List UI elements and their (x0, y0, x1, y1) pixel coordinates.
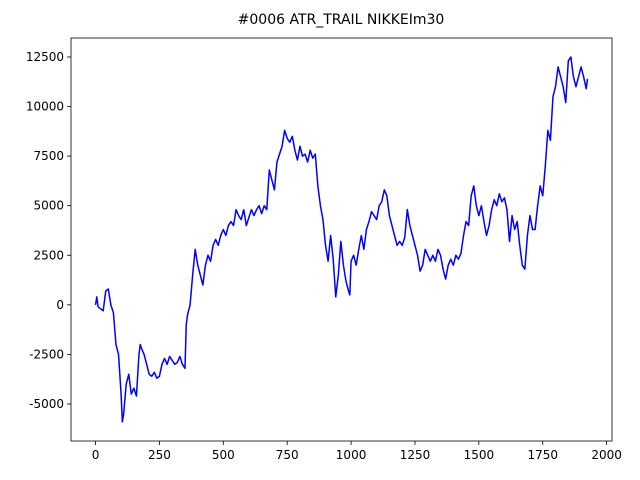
x-tick-label: 500 (212, 448, 235, 462)
plot-frame (70, 37, 613, 442)
x-tick-label: 250 (148, 448, 171, 462)
y-tick-label: 12500 (26, 50, 64, 64)
x-tick-label: 1250 (400, 448, 431, 462)
x-tick-label: 0 (92, 448, 100, 462)
chart-title: #0006 ATR_TRAIL NIKKEIm30 (238, 12, 445, 28)
y-tick-label: 5000 (33, 199, 64, 213)
x-tick-label: 2000 (591, 448, 622, 462)
y-tick-label: -2500 (29, 347, 64, 361)
x-tick-label: 1000 (336, 448, 367, 462)
y-tick-label: 7500 (33, 149, 64, 163)
x-tick-label: 1500 (464, 448, 495, 462)
x-tick-label: 1750 (527, 448, 558, 462)
y-tick-label: 2500 (33, 248, 64, 262)
x-tick-label: 750 (276, 448, 299, 462)
y-tick-label: 0 (56, 298, 64, 312)
y-tick-label: 10000 (26, 100, 64, 114)
line-series (94, 56, 589, 423)
y-tick-label: -5000 (29, 397, 64, 411)
